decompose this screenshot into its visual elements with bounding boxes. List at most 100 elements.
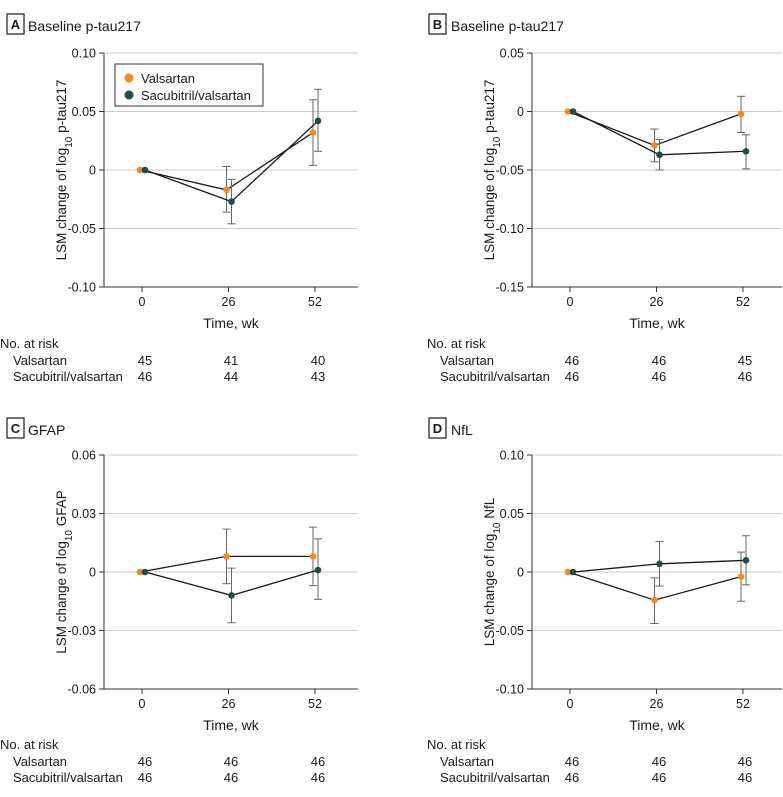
y-axis-label: LSM change of log10 p-tau217 xyxy=(482,80,503,261)
y-tick-label: 0.03 xyxy=(72,507,96,521)
risk-heading: No. at risk xyxy=(427,336,486,351)
data-point xyxy=(656,151,663,159)
data-point xyxy=(742,147,750,155)
data-point xyxy=(141,166,149,174)
y-tick-label: -0.10 xyxy=(496,222,525,236)
risk-row-label: Sacubitril/valsartan xyxy=(440,369,550,384)
x-axis-label: Time, wk xyxy=(203,315,259,331)
data-point xyxy=(136,568,144,576)
x-tick-label: 52 xyxy=(308,295,322,309)
data-point xyxy=(141,568,149,576)
risk-count: 46 xyxy=(738,770,752,785)
risk-count: 46 xyxy=(738,369,752,384)
data-point xyxy=(309,129,317,136)
risk-count: 46 xyxy=(565,754,579,769)
x-tick-label: 26 xyxy=(222,295,236,309)
risk-count: 46 xyxy=(138,754,152,769)
legend-marker-sacubitril xyxy=(124,90,134,100)
risk-count: 46 xyxy=(565,770,579,785)
risk-heading: No. at risk xyxy=(0,336,59,351)
series-sacubitril-valsartan xyxy=(569,108,750,171)
panel-title: Baseline p-tau217 xyxy=(451,18,564,34)
x-tick-label: 0 xyxy=(567,295,574,309)
panel-badge xyxy=(428,417,447,439)
x-tick-label: 26 xyxy=(650,697,664,711)
risk-count: 46 xyxy=(652,353,666,368)
data-point xyxy=(223,186,230,194)
x-tick-label: 0 xyxy=(139,697,146,711)
risk-row-label: Valsartan xyxy=(440,754,494,769)
y-tick-label: -0.10 xyxy=(68,281,97,295)
data-point xyxy=(314,566,322,574)
y-axis-label: LSM change of log10 GFAP xyxy=(54,490,75,653)
y-tick-label: -0.06 xyxy=(68,683,97,697)
risk-table: No. at risk Valsartan 45 41 40 Sacubitril/val… xyxy=(0,336,325,384)
data-point xyxy=(737,110,745,118)
panel-a: A Baseline p-tau217 0.10 0.05 0 -0.05 -0.10 0 26… xyxy=(0,13,358,384)
panel-letter: A xyxy=(11,17,21,32)
series-valsartan xyxy=(136,99,317,213)
data-point xyxy=(136,166,144,174)
panel-title: NfL xyxy=(451,422,473,438)
risk-count: 43 xyxy=(311,369,325,384)
y-tick-label: 0 xyxy=(89,164,96,178)
panel-title: GFAP xyxy=(28,422,65,438)
x-tick-label: 0 xyxy=(567,697,574,711)
y-tick-label: 0.05 xyxy=(500,47,524,61)
x-tick-label: 52 xyxy=(736,697,750,711)
data-point xyxy=(656,560,663,568)
data-point xyxy=(569,108,577,115)
risk-row-label: Valsartan xyxy=(13,754,67,769)
panel-letter: D xyxy=(433,421,442,436)
data-point xyxy=(651,142,658,149)
y-axis-label: LSM change of log10 p-tau217 xyxy=(54,80,75,261)
risk-count: 46 xyxy=(738,754,752,769)
risk-count: 46 xyxy=(652,754,666,769)
data-point xyxy=(228,592,235,599)
y-tick-label: 0 xyxy=(517,566,524,580)
y-tick-label: 0.06 xyxy=(72,449,96,463)
panel-badge xyxy=(428,13,447,35)
data-point xyxy=(314,117,322,125)
y-tick-label: 0.10 xyxy=(72,47,96,61)
y-tick-label: -0.03 xyxy=(68,624,97,638)
risk-heading: No. at risk xyxy=(427,737,486,752)
data-point xyxy=(564,568,572,576)
risk-row-label: Sacubitril/valsartan xyxy=(440,770,550,785)
y-tick-label: -0.15 xyxy=(496,281,525,295)
y-tick-label: -0.05 xyxy=(496,624,525,638)
y-tick-label: 0.05 xyxy=(72,105,96,119)
risk-count: 41 xyxy=(224,353,238,368)
panel-d: D NfL 0.10 0.05 0 -0.05 -0.10 0 26 52 Time, wk LSM … xyxy=(427,417,782,785)
risk-heading: No. at risk xyxy=(0,737,59,752)
series-valsartan xyxy=(136,526,317,587)
x-tick-label: 52 xyxy=(736,295,750,309)
data-point xyxy=(223,553,230,560)
risk-count: 46 xyxy=(138,770,152,785)
risk-count: 46 xyxy=(565,353,579,368)
data-point xyxy=(564,108,572,115)
panel-c: C GFAP 0.06 0.03 0 -0.03 -0.06 0 26 52 Time, wk LSM… xyxy=(0,417,358,785)
risk-count: 45 xyxy=(738,353,752,368)
panel-badge xyxy=(6,417,25,439)
y-tick-label: 0.10 xyxy=(500,449,524,463)
series-valsartan xyxy=(564,551,745,624)
risk-count: 45 xyxy=(138,353,152,368)
x-axis-label: Time, wk xyxy=(203,717,259,733)
legend-box xyxy=(114,63,264,107)
legend-marker-valsartan xyxy=(124,73,134,83)
y-tick-label: -0.05 xyxy=(496,164,525,178)
data-point xyxy=(309,553,317,560)
risk-count: 40 xyxy=(311,353,325,368)
panel-badge xyxy=(6,13,25,35)
risk-count: 46 xyxy=(138,369,152,384)
legend-label-valsartan: Valsartan xyxy=(141,71,195,86)
panel-letter: B xyxy=(433,17,442,32)
x-axis-label: Time, wk xyxy=(629,717,685,733)
risk-count: 46 xyxy=(652,770,666,785)
series-sacubitril-valsartan xyxy=(141,88,322,225)
data-point xyxy=(737,573,745,580)
